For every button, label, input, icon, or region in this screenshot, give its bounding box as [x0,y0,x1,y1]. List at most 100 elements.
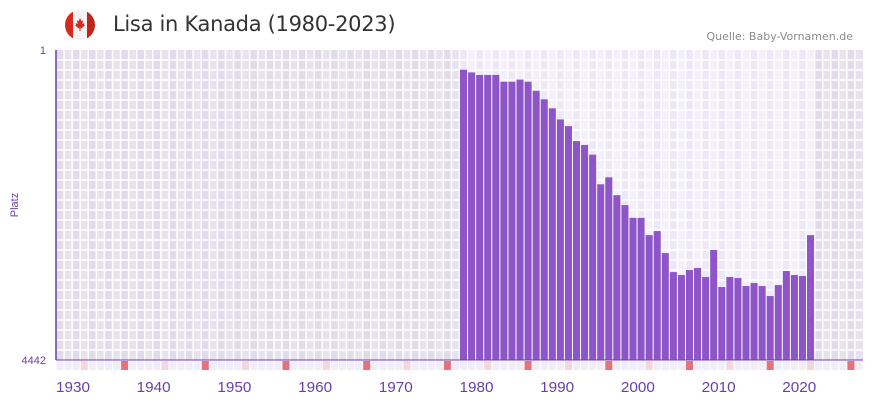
year-marker [847,361,855,370]
grid-column [790,50,799,360]
year-marker [492,361,500,370]
bar-2000 [621,205,629,360]
year-marker [726,361,734,370]
grid-column [241,50,250,360]
grid-column [160,50,169,360]
year-marker [548,361,556,370]
year-marker [532,361,540,370]
year-marker [121,361,129,370]
bar-2023 [807,235,815,360]
bar-2004 [653,231,661,360]
bar-2007 [677,275,685,360]
year-marker [274,361,282,370]
x-tick-label: 1960 [298,379,332,396]
year-marker [831,361,839,370]
bar-1984 [492,74,500,360]
year-marker [564,361,572,370]
grid-column [661,50,670,360]
year-marker [758,361,766,370]
grid-column [330,50,339,360]
bar-2013 [726,277,734,360]
grid-column [370,50,379,360]
year-marker [96,361,104,370]
year-marker [290,361,298,370]
year-marker [403,361,411,370]
year-marker [282,361,290,370]
x-tick-label: 1930 [56,379,90,396]
year-marker [581,361,589,370]
year-marker [153,361,161,370]
year-marker [484,361,492,370]
bar-2015 [742,286,750,360]
year-marker [363,361,371,370]
grid-column [774,50,783,360]
grid-column [290,50,299,360]
year-marker [161,361,169,370]
grid-column [846,50,855,360]
year-marker [80,361,88,370]
bar-1994 [572,141,581,360]
grid-column [403,50,412,360]
bar-1985 [500,81,508,360]
grid-column [306,50,315,360]
bar-1991 [548,108,556,360]
bar-1986 [508,81,516,360]
year-marker [435,361,443,370]
year-marker [839,361,847,370]
year-marker [572,361,581,370]
grid-column [669,50,678,360]
y-tick-label: 4442 [22,355,46,367]
year-marker [774,361,782,370]
grid-column [104,50,113,360]
year-marker [750,361,758,370]
chart-title: Lisa in Kanada (1980-2023) [113,12,396,36]
grid-column [822,50,831,360]
bar-1990 [540,99,548,361]
grid-column [620,50,629,360]
x-tick-label: 1950 [217,379,251,396]
bar-2012 [718,287,726,360]
grid-column [80,50,89,360]
bar-1999 [613,195,621,360]
year-marker [201,361,209,370]
year-marker [185,361,193,370]
year-marker [250,361,258,370]
year-marker [347,361,355,370]
year-marker [64,361,72,370]
bar-2019 [774,285,782,360]
bar-2021 [790,275,798,360]
grid-column [322,50,331,360]
year-marker [782,361,790,370]
x-tick-label: 1970 [379,379,413,396]
year-marker [104,361,112,370]
grid-column [233,50,242,360]
year-marker [677,361,685,370]
year-marker [169,361,177,370]
grid-column [362,50,371,360]
year-marker [694,361,702,370]
grid-column [136,50,145,360]
year-marker [217,361,225,370]
y-axis-label: Platz [9,193,21,217]
year-marker [322,361,330,370]
grid-column [120,50,129,360]
bar-1987 [516,79,524,361]
canada-flag-icon [65,10,95,45]
year-marker [387,361,395,370]
year-marker [629,361,637,370]
grid-column [701,50,710,360]
year-marker [540,361,548,370]
grid-column [725,50,734,360]
year-marker [371,361,379,370]
grid-column [750,50,759,360]
grid-column [854,50,863,360]
year-marker [314,361,322,370]
grid-column [56,50,65,360]
grid-column [806,50,815,360]
grid-column [443,50,452,360]
year-marker [451,361,459,370]
grid-column [766,50,775,360]
x-tick-label: 2010 [702,379,736,396]
source-credit: Quelle: Baby-Vornamen.de [706,30,853,43]
year-marker [443,361,451,370]
